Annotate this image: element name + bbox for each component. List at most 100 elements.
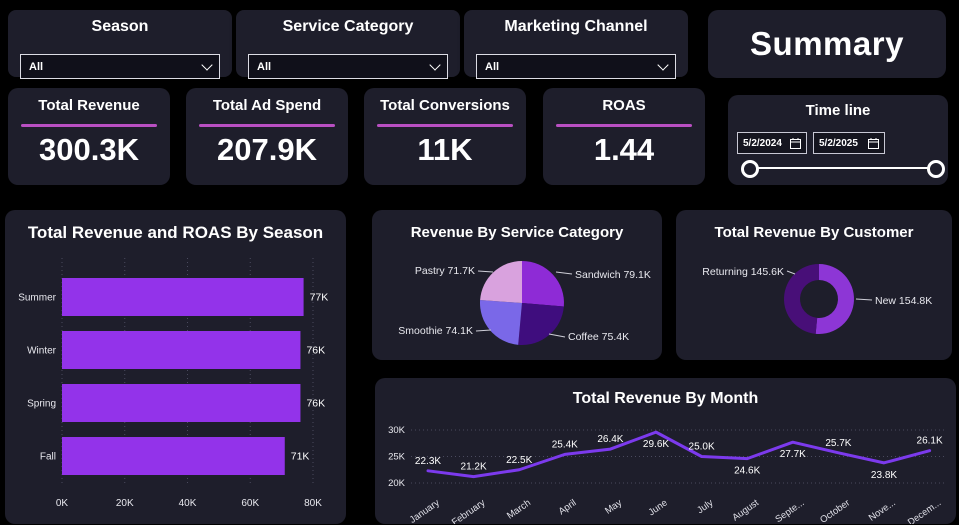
page-title: Summary: [750, 25, 904, 62]
x-axis-month-label: Septe...: [773, 497, 806, 524]
slice-pastry[interactable]: [480, 261, 522, 303]
x-axis-month-label: March: [505, 497, 533, 521]
timeline-slider-handle-end[interactable]: [927, 160, 945, 178]
bar-spring[interactable]: [62, 384, 301, 422]
point-value-label: 23.8K: [871, 470, 897, 481]
filter-service-category: Service Category All: [236, 10, 460, 79]
kpi-label: ROAS: [602, 97, 646, 114]
category-label: Summer: [18, 293, 56, 304]
point-value-label: 24.6K: [734, 466, 760, 477]
end-date-input[interactable]: 5/2/2025: [813, 132, 885, 154]
bar-summer[interactable]: [62, 278, 304, 316]
service-category-dropdown[interactable]: All: [248, 54, 448, 79]
chevron-down-icon: [201, 58, 213, 71]
season-bar-chart-title: Total Revenue and ROAS By Season: [27, 223, 324, 242]
leader-line: [855, 298, 873, 301]
filter-service-category-title: Service Category: [282, 18, 414, 35]
kpi-accent-rule: [199, 124, 335, 127]
slice-returning[interactable]: [783, 264, 819, 334]
slice-label: Returning 145.6K: [702, 266, 784, 278]
leader-line: [548, 333, 566, 338]
end-date-value: 5/2/2025: [819, 137, 858, 149]
kpi-value: 11K: [417, 132, 473, 167]
kpi-accent-rule: [21, 124, 157, 127]
x-axis-tick: 20K: [116, 498, 134, 509]
kpi-label: Total Revenue: [38, 97, 140, 114]
filter-marketing-channel-title: Marketing Channel: [504, 18, 648, 35]
slice-label: Smoothie 74.1K: [398, 325, 473, 337]
leader-line: [786, 270, 796, 275]
x-axis-month-label: Nove...: [867, 497, 898, 523]
kpi-label: Total Ad Spend: [212, 97, 322, 114]
point-value-label: 27.7K: [780, 449, 806, 460]
x-axis-month-label: June: [647, 497, 670, 518]
timeline-card: Time line 5/2/2024 5/2/2025: [728, 95, 948, 185]
monthly-line-chart-title: Total Revenue By Month: [572, 390, 759, 407]
point-value-label: 29.6K: [643, 439, 669, 450]
timeline-title: Time line: [805, 102, 871, 119]
timeline-slider-handle-start[interactable]: [741, 160, 759, 178]
x-axis-month-label: May: [603, 497, 624, 516]
x-axis-tick: 60K: [241, 498, 259, 509]
category-label: Winter: [27, 346, 57, 357]
slice-smoothie[interactable]: [480, 300, 522, 345]
x-axis-month-label: April: [557, 497, 579, 517]
leader-line: [475, 329, 492, 332]
x-axis-tick: 40K: [179, 498, 197, 509]
y-axis-tick: 20K: [388, 478, 406, 489]
bar-value-label: 71K: [291, 451, 310, 463]
slice-label: Pastry 71.7K: [415, 265, 475, 277]
point-value-label: 25.0K: [689, 442, 715, 453]
kpi-roas: ROAS 1.44: [543, 88, 705, 185]
kpi-value: 1.44: [593, 132, 655, 167]
bar-fall[interactable]: [62, 437, 285, 475]
service-category-pie-chart: Sandwich 79.1K Coffee 75.4K Smoothie 74.1K…: [398, 261, 651, 345]
kpi-accent-rule: [377, 124, 513, 127]
leader-line: [477, 270, 494, 273]
timeline-slider-track[interactable]: [747, 167, 933, 169]
customer-donut-chart: New 154.8K Returning 145.6K: [702, 264, 932, 334]
x-axis-month-label: February: [450, 497, 488, 524]
x-axis-month-label: October: [818, 497, 852, 524]
slice-label: Coffee 75.4K: [568, 331, 629, 343]
summary-card: Summary: [708, 10, 946, 78]
kpi-label: Total Conversions: [380, 97, 510, 114]
kpi-value: 300.3K: [39, 132, 139, 167]
monthly-line-chart-card: Total Revenue By Month 30K 25K 20K 22.3K Jan…: [375, 378, 956, 524]
start-date-value: 5/2/2024: [743, 137, 782, 149]
revenue-line[interactable]: [426, 430, 932, 479]
point-value-label: 25.4K: [552, 439, 578, 450]
service-category-pie-title: Revenue By Service Category: [410, 224, 624, 241]
slice-new[interactable]: [815, 264, 854, 334]
leader-line: [555, 271, 573, 275]
slice-label: New 154.8K: [875, 295, 932, 307]
start-date-input[interactable]: 5/2/2024: [737, 132, 807, 154]
filter-season-title: Season: [91, 18, 149, 35]
calendar-icon: [868, 137, 879, 149]
season-bar-chart: 0K 20K 40K 60K 80K Summer 77K Winter 76K Spring 76…: [18, 258, 329, 509]
monthly-line-chart: 30K 25K 20K 22.3K January 21.2K February 22.5K M…: [388, 425, 947, 524]
point-value-label: 22.3K: [415, 456, 441, 467]
filter-marketing-channel: Marketing Channel All: [464, 10, 688, 79]
marketing-channel-dropdown-value: All: [485, 60, 500, 73]
bar-value-label: 77K: [310, 292, 329, 304]
bar-value-label: 76K: [306, 398, 325, 410]
season-dropdown[interactable]: All: [20, 54, 220, 79]
x-axis-tick: 0K: [56, 498, 69, 509]
bar-value-label: 76K: [306, 345, 325, 357]
calendar-icon: [790, 137, 801, 149]
kpi-value: 207.9K: [217, 132, 317, 167]
season-dropdown-value: All: [29, 60, 44, 73]
x-axis-month-label: January: [408, 497, 442, 524]
customer-donut-title: Total Revenue By Customer: [714, 224, 914, 241]
bar-winter[interactable]: [62, 331, 301, 369]
slice-sandwich[interactable]: [522, 261, 564, 307]
slice-coffee[interactable]: [518, 303, 564, 345]
chevron-down-icon: [429, 58, 441, 71]
x-axis-tick: 80K: [304, 498, 322, 509]
marketing-channel-dropdown[interactable]: All: [476, 54, 676, 79]
point-value-label: 21.2K: [461, 462, 487, 473]
point-value-label: 25.7K: [825, 438, 851, 449]
season-bar-chart-card: Total Revenue and ROAS By Season 0K 20K 40…: [5, 210, 346, 524]
point-value-label: 26.1K: [917, 436, 943, 447]
